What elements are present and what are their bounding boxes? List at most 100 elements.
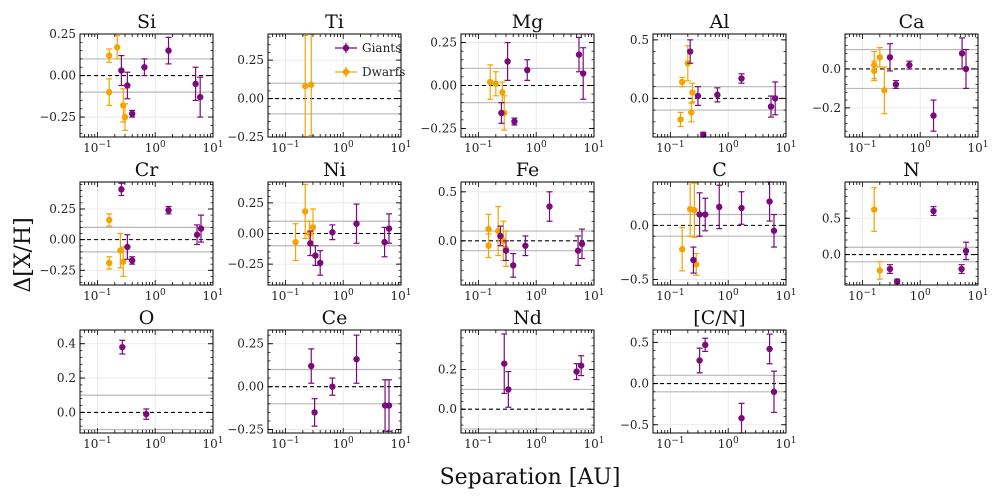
x-tick-label: 100 [333,436,354,451]
giants-point [128,110,136,117]
panel-title: Cr [135,159,160,181]
x-tick-label: 100 [145,288,166,303]
y-tick-label: −0.25 [227,130,264,144]
giants-point [124,82,131,89]
y-tick-label: 0.25 [237,53,264,67]
giants-point [522,242,529,249]
giants-point [546,203,553,210]
x-tick-label: 100 [145,140,166,155]
giants-point [128,257,136,264]
giants-point [381,238,388,246]
y-tick-label: −0.25 [39,263,76,277]
axes-frame [267,329,402,434]
giants-point [505,386,512,393]
y-tick-label: 0.00 [430,79,457,93]
giants-point [906,61,913,69]
giants-point [329,383,336,390]
panel-title: N [903,159,920,181]
dwarfs-point [292,238,299,246]
giants-point [316,259,324,267]
x-tick-label: 10−1 [464,288,493,303]
x-tick-label: 10−1 [83,288,112,303]
y-tick-label: 0.00 [49,69,76,83]
legend: Giants Dwarfs [335,41,405,79]
x-tick-label: 10−1 [656,288,685,303]
legend-dwarfs-marker [342,68,350,76]
x-tick-label: 10−1 [271,140,300,155]
giants-point [143,410,150,418]
panel-title: [C/N] [693,307,745,329]
giants-point [307,240,314,247]
panel-14: 10−1 100 101 −0.5 0.0 0.5 [C/N] [620,307,797,451]
x-tick-label: 101 [202,436,223,451]
y-axis-label: Δ[X/H] [11,217,36,292]
dwarfs-point [689,89,696,96]
giants-point [579,70,587,77]
panel-6: 10−1 100 101 −0.25 0.00 0.25 Cr [39,159,223,303]
giants-point [353,220,360,227]
dwarfs-point [121,113,129,121]
panel-9: 10−1 100 101 −0.5 0.0 C [620,159,797,303]
giants-point [193,231,201,238]
panel-11: 10−1 100 101 0.0 0.2 0.4 O [57,307,224,451]
x-tick-label: 10−1 [271,288,300,303]
panel-10: 10−1 100 101 0.0 0.5 N [822,159,989,303]
giants-point [573,368,580,375]
x-tick-label: 100 [145,436,166,451]
panel-title: C [712,159,727,181]
axes-frame [460,329,595,434]
panel-title: O [139,307,155,329]
panel-2: 10−1 100 101 −0.25 0.00 0.25 Ti Giants Dwarfs [227,11,411,155]
dwarfs-point [678,78,686,86]
giants-point [192,80,199,88]
x-tick-label: 100 [333,140,354,155]
giants-point [893,278,901,285]
y-tick-label: 0.0 [630,377,649,391]
dwarfs-point [485,225,492,233]
panel-12: 10−1 100 101 −0.25 0.00 0.25 Ce [227,307,411,451]
x-tick-label: 101 [583,436,604,451]
x-tick-label: 101 [967,288,988,303]
giants-point [524,66,531,74]
x-tick-label: 101 [967,140,988,155]
y-tick-label: 0.4 [57,337,76,351]
x-tick-label: 101 [390,140,411,155]
giants-point [696,211,703,218]
y-tick-label: −0.25 [420,121,457,135]
giants-point [958,50,966,57]
giants-point [353,355,360,363]
dwarfs-point [301,208,309,215]
dwarfs-point [677,116,684,123]
y-tick-label: 0.25 [237,196,264,210]
x-tick-label: 100 [333,288,354,303]
x-tick-label: 10−1 [464,140,493,155]
dwarfs-point [105,259,113,267]
giants-point [497,232,504,240]
x-tick-label: 101 [775,140,796,155]
x-tick-label: 100 [910,140,931,155]
panel-title: Al [709,11,730,33]
x-tick-label: 100 [526,288,547,303]
x-tick-label: 101 [775,288,796,303]
giants-point [766,198,773,205]
giants-point [958,265,965,273]
dwarfs-point [117,247,124,254]
giants-point [767,103,775,110]
giants-point [511,118,518,125]
giants-point [118,186,125,193]
giants-point [696,357,703,364]
x-tick-label: 10−1 [464,436,493,451]
y-tick-label: 0.25 [49,27,76,41]
x-tick-label: 101 [583,288,604,303]
dwarfs-point [870,206,878,213]
x-tick-label: 100 [910,288,931,303]
x-tick-label: 10−1 [848,140,877,155]
axes-frame [652,329,787,434]
giants-point [312,252,319,259]
giants-point [509,262,517,269]
y-tick-label: 0.00 [237,380,264,394]
giants-point [308,362,315,370]
legend-dwarfs-label: Dwarfs [362,65,405,79]
dwarfs-point [870,67,878,75]
